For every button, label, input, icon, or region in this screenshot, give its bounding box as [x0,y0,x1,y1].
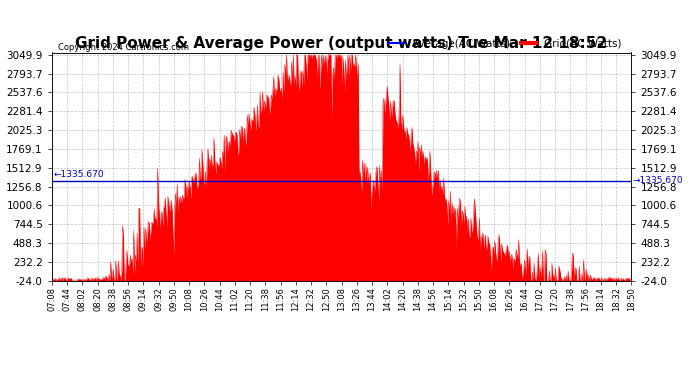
Text: →1335.670: →1335.670 [633,176,683,185]
Title: Grid Power & Average Power (output watts) Tue Mar 12 18:52: Grid Power & Average Power (output watts… [75,36,608,51]
Text: Copyright 2024 Cartronics.com: Copyright 2024 Cartronics.com [57,44,188,52]
Legend: Average(AC Watts), Grid(AC Watts): Average(AC Watts), Grid(AC Watts) [384,35,626,53]
Text: ←1335.670: ←1335.670 [53,170,104,179]
